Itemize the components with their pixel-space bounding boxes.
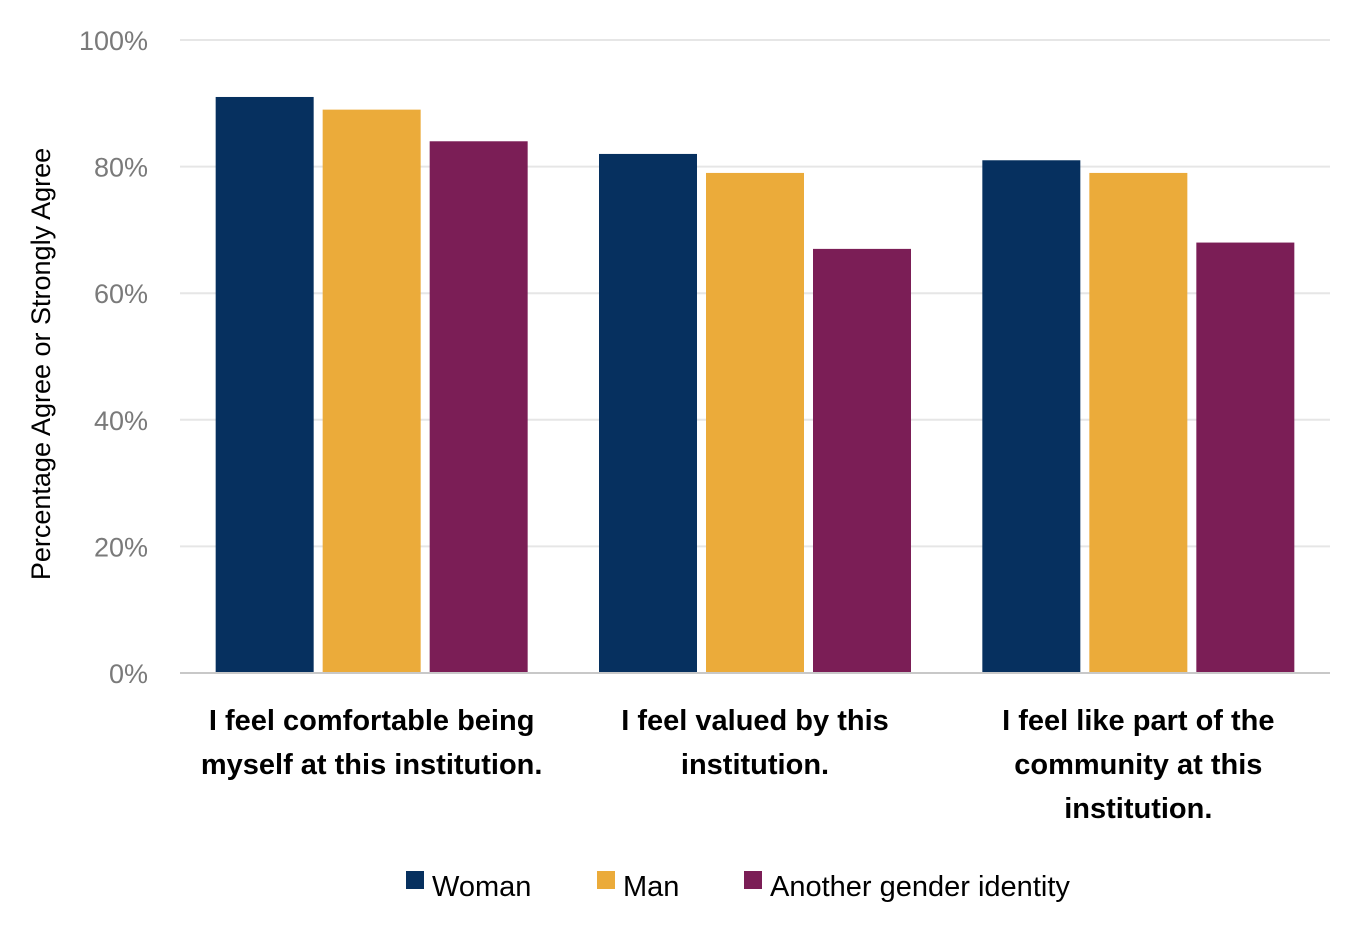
y-axis-title: Percentage Agree or Strongly Agree bbox=[26, 148, 56, 580]
bar-woman bbox=[599, 153, 697, 673]
x-category-label-line: community at this bbox=[1014, 749, 1262, 781]
bar-man bbox=[706, 172, 804, 673]
bar-another-gender-identity bbox=[1196, 242, 1295, 673]
y-tick-label: 80% bbox=[94, 153, 148, 183]
bars bbox=[215, 96, 1295, 674]
y-tick-label: 100% bbox=[79, 26, 148, 56]
x-category-label: I feel valued by this institution. bbox=[621, 705, 889, 781]
category-labels: I feel comfortable being myself at this i… bbox=[201, 705, 1275, 825]
bar-another-gender-identity bbox=[429, 141, 528, 673]
y-tick-label: 0% bbox=[109, 659, 148, 689]
y-tick-label: 40% bbox=[94, 406, 148, 436]
x-category-label-line: myself at this institution. bbox=[201, 749, 543, 781]
legend-swatch bbox=[406, 871, 424, 889]
x-category-label-line: institution. bbox=[681, 749, 829, 781]
x-category-label-line: I feel comfortable being bbox=[209, 705, 535, 737]
bar-woman bbox=[982, 160, 1081, 673]
x-category-label: I feel like part of the community at this… bbox=[1002, 705, 1274, 825]
x-category-label: I feel comfortable being myself at this i… bbox=[201, 705, 543, 781]
bar-another-gender-identity bbox=[813, 248, 911, 673]
bar-woman bbox=[215, 96, 314, 674]
axes: 0% 20% 40% 60% 80% 100% bbox=[79, 26, 1330, 689]
x-category-label-line: I feel valued by this bbox=[621, 705, 889, 737]
legend-swatch bbox=[744, 871, 762, 889]
legend-label: Woman bbox=[432, 871, 531, 903]
legend-label: Another gender identity bbox=[770, 871, 1070, 903]
bar-man bbox=[1089, 172, 1188, 673]
legend: Woman Man Another gender identity bbox=[406, 871, 1070, 903]
legend-swatch bbox=[597, 871, 615, 889]
x-category-label-line: I feel like part of the bbox=[1002, 705, 1274, 737]
x-category-label-line: institution. bbox=[1064, 793, 1212, 825]
legend-label: Man bbox=[623, 871, 679, 903]
y-tick-label: 20% bbox=[94, 532, 148, 562]
bar-man bbox=[322, 109, 421, 673]
y-tick-label: 60% bbox=[94, 279, 148, 309]
